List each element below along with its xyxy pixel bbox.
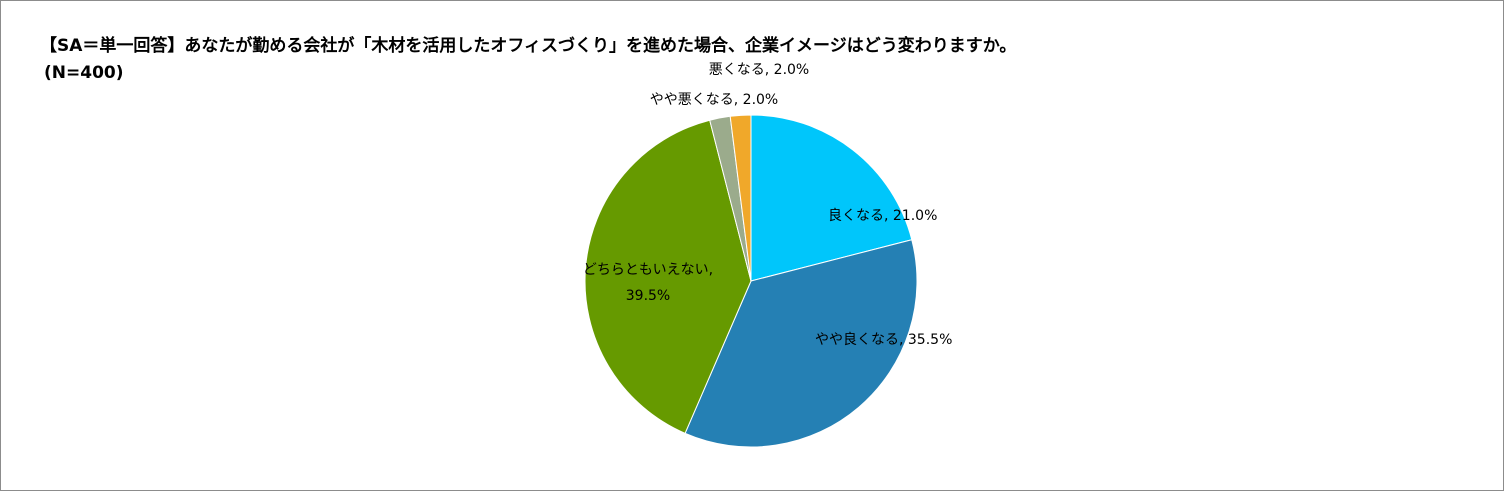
data-label: 悪くなる, 2.0% <box>709 62 809 78</box>
data-label: やや良くなる, 35.5% <box>815 332 952 348</box>
pie-slice <box>750 114 913 282</box>
data-label: どちらともいえない, 39.5% <box>583 262 713 304</box>
chart-title: 【SA＝単一回答】あなたが勤める会社が「木材を活用したオフィスづくり」を進めた場… <box>40 35 1016 56</box>
data-label-line: どちらともいえない, <box>583 262 713 278</box>
pie-slice <box>684 239 918 448</box>
data-label: 良くなる, 21.0% <box>828 208 937 224</box>
pie-slice <box>584 119 752 435</box>
pie-slice <box>729 114 752 282</box>
data-label-line: 39.5% <box>626 288 670 304</box>
data-label: やや悪くなる, 2.0% <box>650 92 778 108</box>
chart-subtitle: (N=400) <box>44 63 124 83</box>
